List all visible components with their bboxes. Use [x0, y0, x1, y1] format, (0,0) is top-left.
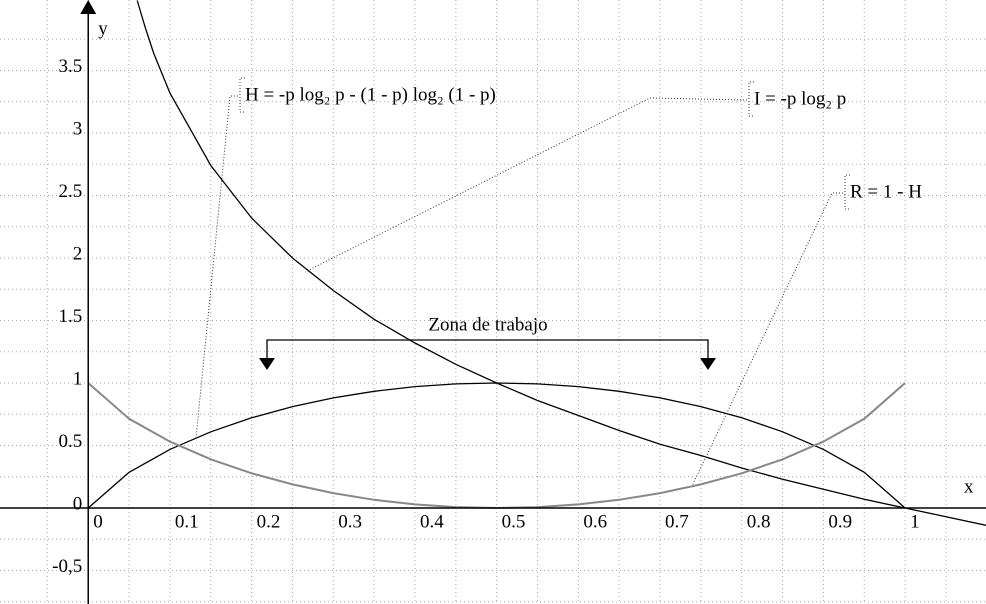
- y-tick-label: 1.5: [58, 306, 82, 327]
- x-tick-label: 0.3: [338, 511, 362, 532]
- x-tick-label: 0.6: [583, 511, 607, 532]
- zone-bracket: [266, 339, 709, 360]
- leader-line: [304, 97, 748, 273]
- curve-label: I = -p log₂ p: [754, 88, 846, 109]
- zone-arrow: [259, 358, 275, 370]
- curve-label: R = 1 - H: [850, 181, 922, 202]
- curve-label: H = -p log₂ p - (1 - p) log₂ (1 - p): [245, 84, 496, 105]
- label-bracket: [844, 174, 850, 210]
- x-axis-label: x: [964, 476, 974, 497]
- y-tick-label: 1: [73, 368, 83, 389]
- y-tick-label: 3: [73, 118, 83, 139]
- y-axis-label: y: [98, 18, 108, 39]
- y-tick-label: -0,5: [52, 556, 82, 577]
- label-bracket: [748, 81, 754, 117]
- curve: [136, 0, 986, 526]
- y-axis-arrow: [80, 0, 97, 14]
- x-tick-label: 0.9: [828, 511, 852, 532]
- y-tick-label: 2.5: [58, 181, 82, 202]
- y-tick-label: 2: [73, 243, 83, 264]
- x-tick-label: 0.7: [665, 511, 689, 532]
- y-tick-label: 0: [73, 493, 83, 514]
- x-tick-label: 0.8: [747, 511, 771, 532]
- x-tick-label: 0.2: [257, 511, 281, 532]
- zone-label: Zona de trabajo: [428, 314, 547, 335]
- label-bracket: [239, 77, 245, 113]
- y-tick-label: 0.5: [58, 431, 82, 452]
- y-tick-label: 3.5: [58, 56, 82, 77]
- zone-arrow: [700, 358, 716, 370]
- x-tick-label: 0: [93, 511, 103, 532]
- leader-line: [195, 95, 238, 439]
- leader-line: [691, 192, 843, 487]
- x-tick-label: 0.4: [420, 511, 444, 532]
- x-tick-label: 1: [910, 511, 920, 532]
- x-tick-label: 0.1: [175, 511, 199, 532]
- x-tick-label: 0.5: [502, 511, 526, 532]
- plot: [87, 0, 986, 526]
